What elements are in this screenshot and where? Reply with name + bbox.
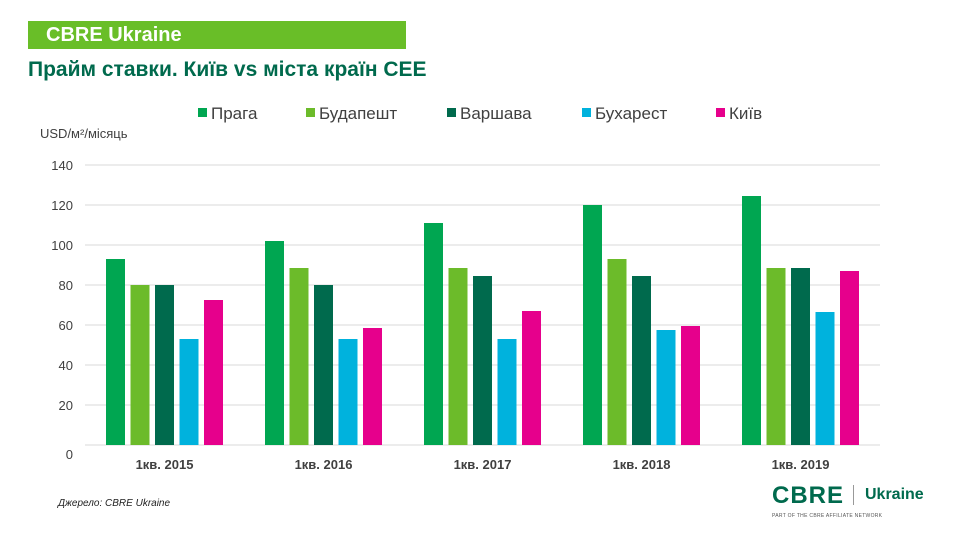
- legend-item: Варшава: [447, 104, 532, 124]
- legend-item: Прага: [198, 104, 257, 124]
- legend-item: Будапешт: [306, 104, 397, 124]
- bar-3-3: [656, 330, 676, 445]
- bar-0-4: [204, 300, 223, 445]
- bar-4-0: [742, 196, 761, 445]
- bar-4-4: [840, 271, 859, 445]
- y-tick-label: 80: [59, 278, 73, 293]
- page-title: Прайм ставки. Київ vs міста країн CEE: [28, 58, 427, 81]
- y-tick-label: 140: [51, 158, 73, 173]
- y-tick-label: 20: [59, 398, 73, 413]
- cbre-logo: CBRE Ukraine PART OF THE CBRE AFFILIATE …: [772, 482, 924, 522]
- y-tick-label: 60: [59, 318, 73, 333]
- x-tick-label: 1кв. 2015: [136, 457, 194, 472]
- brand-banner-text: CBRE Ukraine: [46, 24, 182, 46]
- bar-1-1: [289, 268, 309, 445]
- source-note: Джерело: CBRE Ukraine: [58, 498, 171, 509]
- legend-item: Київ: [716, 104, 762, 124]
- brand-banner: [28, 21, 406, 49]
- logo-region-text: Ukraine: [865, 486, 924, 503]
- bar-4-2: [791, 268, 810, 445]
- bar-2-4: [522, 311, 541, 445]
- bar-0-2: [155, 285, 174, 445]
- bar-2-3: [497, 339, 517, 445]
- logo-separator: [853, 485, 854, 505]
- logo-tagline: PART OF THE CBRE AFFILIATE NETWORK: [772, 513, 883, 519]
- x-tick-label: 1кв. 2017: [454, 457, 512, 472]
- legend-swatch: [582, 107, 591, 117]
- legend-label: Київ: [729, 104, 763, 123]
- legend-item: Бухарест: [582, 104, 667, 124]
- bar-2-2: [473, 276, 492, 445]
- bar-4-3: [815, 312, 835, 445]
- bar-3-2: [632, 276, 651, 445]
- bar-4-1: [766, 268, 786, 445]
- logo-cbre-text: CBRE: [772, 482, 845, 509]
- x-tick-label: 1кв. 2016: [295, 457, 353, 472]
- bar-1-4: [363, 328, 382, 445]
- y-tick-label: 0: [66, 447, 73, 462]
- bar-0-3: [179, 339, 199, 445]
- bar-2-1: [448, 268, 468, 445]
- legend-label: Будапешт: [319, 104, 398, 123]
- bar-3-1: [607, 259, 627, 445]
- bar-1-3: [338, 339, 358, 445]
- bar-3-4: [681, 326, 700, 445]
- y-tick-label: 100: [51, 238, 73, 253]
- legend-label: Прага: [211, 104, 258, 123]
- legend-label: Бухарест: [595, 104, 668, 123]
- y-tick-label: 120: [51, 198, 73, 213]
- bar-2-0: [424, 223, 443, 445]
- y-tick-label: 40: [59, 358, 73, 373]
- bar-1-2: [314, 285, 333, 445]
- bar-1-0: [265, 241, 284, 445]
- legend-label: Варшава: [460, 104, 532, 123]
- chart-legend: Прага Будапешт Варшава Бухарест Київ: [0, 104, 960, 126]
- bar-3-0: [583, 205, 602, 445]
- bar-0-1: [130, 285, 150, 445]
- legend-swatch: [198, 107, 207, 117]
- legend-swatch: [447, 107, 456, 117]
- y-axis-label: USD/м²/місяць: [40, 126, 128, 141]
- x-tick-label: 1кв. 2018: [613, 457, 671, 472]
- x-tick-label: 1кв. 2019: [772, 457, 830, 472]
- legend-swatch: [716, 107, 725, 117]
- legend-swatch: [306, 107, 315, 117]
- bar-0-0: [106, 259, 125, 445]
